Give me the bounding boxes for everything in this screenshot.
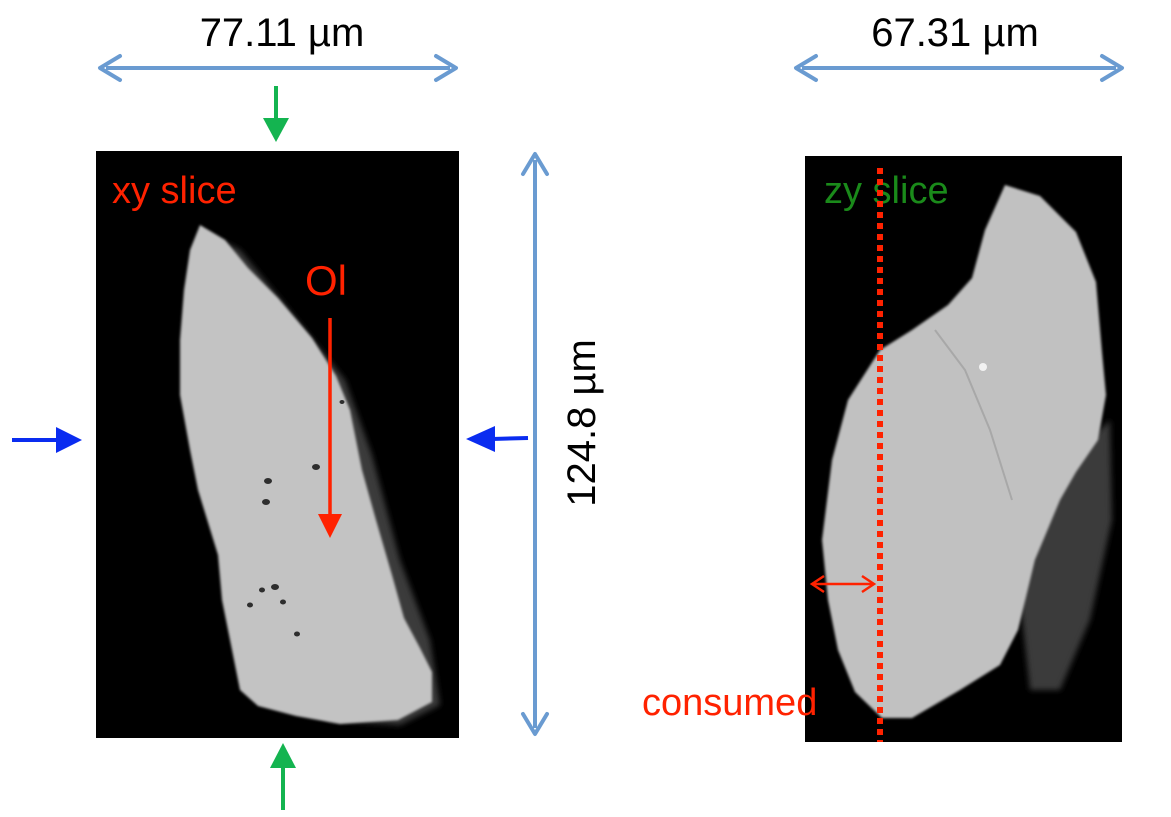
green-arrow-top — [263, 86, 289, 142]
blue-arrow-right — [466, 426, 529, 452]
zy-grain-shadow — [1020, 420, 1112, 690]
xy-width-measure-arrow — [98, 54, 458, 82]
xy-grain-pores — [247, 400, 345, 637]
xy-grain — [180, 225, 432, 724]
zy-width-measure-label: 67.31 µm — [871, 11, 1039, 55]
zy-grain-crack — [934, 329, 1013, 501]
green-arrow-bottom — [270, 743, 296, 810]
consumed-label: consumed — [642, 682, 817, 724]
blue-arrow-left — [12, 427, 82, 453]
zy-slice-panel: zy slice — [805, 156, 1122, 742]
zy-grain — [822, 185, 1106, 718]
olivine-label: Ol — [305, 257, 347, 304]
zy-bright-inclusion — [979, 363, 987, 371]
zy-slice-label: zy slice — [824, 170, 949, 212]
xy-width-measure-label: 77.11 µm — [200, 11, 365, 55]
consumed-double-arrow — [809, 574, 877, 594]
xy-height-measure-label: 124.8 µm — [560, 339, 604, 507]
xy-slice-panel: xy slice Ol — [96, 151, 459, 738]
xy-height-measure-arrow — [521, 152, 549, 736]
xy-slice-label: xy slice — [112, 170, 237, 212]
zy-width-measure-arrow — [794, 54, 1124, 82]
olivine-arrow — [318, 318, 342, 538]
